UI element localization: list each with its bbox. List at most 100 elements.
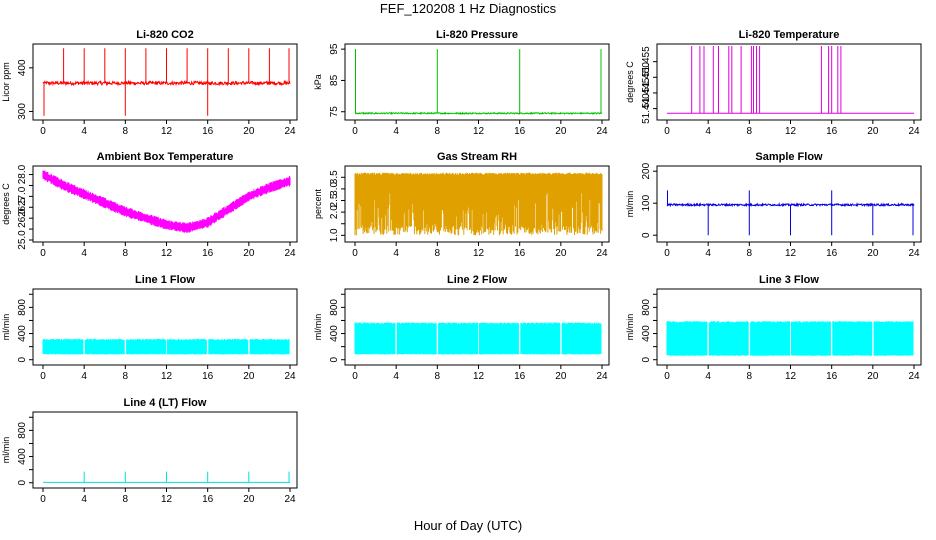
x-tick-label: 12 [161, 126, 173, 137]
y-tick-label: 800 [17, 299, 28, 316]
x-tick-label: 12 [473, 248, 485, 259]
panel-6: Sample Flow ml/min 0 4 8 12 16 20 24 0 100 200 [625, 151, 922, 259]
plot-frame [344, 165, 610, 243]
y-axis-label: ml/min [1, 314, 11, 341]
y-tick-label: 95 [329, 43, 340, 55]
x-tick-label: 12 [785, 126, 797, 137]
x-tick-label: 16 [514, 371, 526, 382]
x-tick-label: 24 [596, 248, 608, 259]
data-series [667, 46, 914, 114]
data-series [666, 321, 914, 356]
x-tick-label: 12 [161, 371, 173, 382]
x-tick-label: 12 [161, 494, 173, 505]
x-tick-label: 0 [664, 126, 670, 137]
x-tick-label: 0 [352, 248, 358, 259]
plot-frame [32, 165, 298, 243]
panel-title: Li-820 Temperature [739, 29, 840, 41]
panel-title: Li-820 Pressure [436, 29, 518, 41]
y-tick-label: 800 [17, 422, 28, 439]
figure-xlabel: Hour of Day (UTC) [413, 518, 523, 533]
panel-7: Line 1 Flow ml/min 0 4 8 12 16 20 24 0 400 800 [1, 274, 298, 382]
data-series [354, 172, 603, 236]
y-tick-label: 400 [17, 325, 28, 342]
x-tick-label: 0 [40, 494, 46, 505]
x-tick-label: 24 [284, 494, 296, 505]
y-axis-label: ml/min [313, 314, 323, 341]
x-tick-label: 4 [393, 248, 399, 259]
data-series [42, 170, 291, 233]
x-tick-label: 16 [202, 494, 214, 505]
y-tick-label: 800 [641, 299, 652, 316]
x-tick-label: 8 [123, 248, 129, 259]
x-tick-label: 8 [435, 248, 441, 259]
y-tick-label: 2.5 [329, 193, 340, 207]
x-tick-label: 8 [123, 371, 129, 382]
panel-title: Line 3 Flow [759, 274, 819, 286]
y-tick-label: 25.0 [17, 230, 28, 250]
x-tick-label: 24 [284, 126, 296, 137]
x-tick-label: 4 [81, 371, 87, 382]
data-series [666, 190, 915, 236]
plot-frame [656, 165, 922, 243]
data-series [354, 322, 602, 355]
y-axis-label: kPa [313, 74, 323, 90]
x-tick-label: 8 [435, 371, 441, 382]
y-tick-label: 100 [641, 194, 652, 211]
y-tick-label: 0 [641, 357, 652, 363]
plot-frame [32, 43, 298, 121]
x-tick-label: 20 [243, 494, 255, 505]
x-tick-label: 16 [826, 371, 838, 382]
y-tick-label: 1.0 [329, 228, 340, 242]
panel-title: Line 1 Flow [135, 274, 195, 286]
y-tick-label: 800 [329, 299, 340, 316]
x-tick-label: 16 [514, 248, 526, 259]
y-tick-label: 27.0 [17, 186, 28, 206]
plot-frame [344, 43, 610, 121]
x-tick-label: 0 [40, 248, 46, 259]
y-axis-label: ml/min [625, 314, 635, 341]
x-tick-label: 20 [867, 371, 879, 382]
x-tick-label: 24 [908, 248, 920, 259]
x-tick-label: 0 [664, 248, 670, 259]
x-tick-label: 20 [867, 126, 879, 137]
plot-frame [344, 288, 610, 366]
x-tick-label: 0 [352, 126, 358, 137]
y-tick-label: 200 [641, 162, 652, 179]
y-tick-label: 0 [17, 480, 28, 486]
x-tick-label: 20 [243, 126, 255, 137]
x-tick-label: 4 [705, 126, 711, 137]
x-tick-label: 0 [352, 371, 358, 382]
x-tick-label: 0 [40, 126, 46, 137]
x-tick-label: 24 [596, 126, 608, 137]
x-tick-label: 24 [908, 371, 920, 382]
x-tick-label: 12 [161, 248, 173, 259]
x-tick-label: 4 [81, 248, 87, 259]
x-tick-label: 4 [393, 126, 399, 137]
plot-frame [32, 288, 298, 366]
panel-2: Li-820 Pressure kPa 0 4 8 12 16 20 24 75 85 95 [313, 29, 610, 137]
plot-frame [656, 43, 922, 121]
x-tick-label: 4 [705, 371, 711, 382]
y-tick-label: 300 [17, 103, 28, 120]
x-tick-label: 16 [202, 126, 214, 137]
y-tick-label: 28.0 [17, 164, 28, 184]
x-tick-label: 4 [81, 494, 87, 505]
x-tick-label: 12 [473, 371, 485, 382]
panel-3: Li-820 Temperature degrees C 0 4 8 12 16 20 24 51… [625, 29, 922, 137]
y-tick-label: 3.5 [329, 170, 340, 184]
x-tick-label: 20 [867, 248, 879, 259]
y-tick-label: 51.450 [641, 62, 652, 93]
y-tick-label: 51.455 [641, 46, 652, 77]
data-series [42, 48, 291, 116]
x-tick-label: 8 [747, 126, 753, 137]
y-tick-label: 3.0 [329, 182, 340, 196]
x-tick-label: 8 [123, 126, 129, 137]
x-tick-label: 20 [243, 371, 255, 382]
y-tick-label: 85 [329, 74, 340, 86]
y-tick-label: 51.445 [641, 77, 652, 108]
y-tick-label: 0 [17, 357, 28, 363]
panel-5: Gas Stream RH percent 0 4 8 12 16 20 24 1.0 2.02.5… [313, 151, 610, 259]
data-series [42, 338, 290, 355]
y-tick-label: 51.440 [641, 93, 652, 124]
